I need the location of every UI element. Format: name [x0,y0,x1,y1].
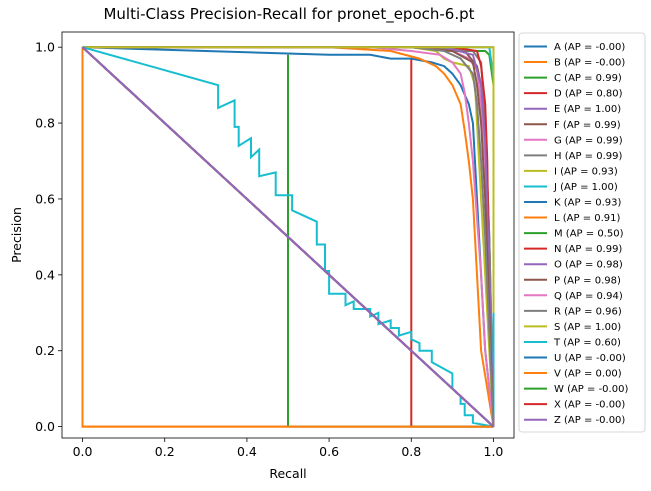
legend: A (AP = -0.00) B (AP = -0.00) C (AP = 0.99… [518,32,646,433]
legend-frame [518,32,646,433]
legend-label-5: F (AP = 0.99) [554,120,621,131]
series-line-18 [82,46,495,313]
x-axis: 0.0 0.2 0.4 0.6 0.8 1.0 [73,438,504,459]
x-tick-label-3: 0.6 [319,444,339,459]
legend-label-24: Z (AP = -0.00) [554,415,625,426]
y-tick-label-5: 1.0 [35,40,55,55]
chart-title: Multi-Class Precision-Recall for pronet_… [103,5,474,24]
legend-label-20: U (AP = -0.00) [554,353,626,364]
x-tick-label-4: 0.8 [401,444,421,459]
x-tick-label-2: 0.4 [237,444,257,459]
legend-label-3: D (AP = 0.80) [554,89,623,100]
y-axis-label: Precision [9,207,24,263]
series-line-16 [82,46,495,427]
legend-label-21: V (AP = 0.00) [554,369,622,380]
y-tick-label-0: 0.0 [35,419,55,434]
legend-label-15: P (AP = 0.98) [554,275,621,286]
legend-label-1: B (AP = -0.00) [554,58,625,69]
legend-label-23: X (AP = -0.00) [554,400,625,411]
y-axis: 0.0 0.2 0.4 0.6 0.8 1.0 [35,40,62,434]
series-line-19 [82,46,494,428]
plot-frame [61,31,515,439]
series-line-11 [82,46,495,427]
legend-label-14: O (AP = 0.98) [554,260,623,271]
legend-label-7: H (AP = 0.99) [554,151,622,162]
x-tick-label-5: 1.0 [484,444,504,459]
legend-label-0: A (AP = -0.00) [554,42,625,53]
x-tick-label-1: 0.2 [155,444,175,459]
x-tick-label-0: 0.0 [73,444,93,459]
legend-label-22: W (AP = -0.00) [554,384,628,395]
y-tick-label-2: 0.4 [35,267,55,282]
y-tick-label-1: 0.2 [35,343,55,358]
series-line-17 [82,46,495,427]
legend-label-16: Q (AP = 0.94) [554,291,623,302]
legend-label-13: N (AP = 0.99) [554,244,622,255]
legend-label-2: C (AP = 0.99) [554,73,622,84]
y-tick-label-4: 0.8 [35,116,55,131]
legend-label-11: L (AP = 0.91) [554,213,621,224]
y-tick-label-3: 0.6 [35,191,55,206]
legend-label-12: M (AP = 0.50) [554,229,624,240]
series-line-21 [81,47,494,428]
legend-label-19: T (AP = 0.60) [553,337,621,348]
legend-label-6: G (AP = 0.99) [554,135,623,146]
legend-label-10: K (AP = 0.93) [554,198,622,209]
series-layer [81,46,495,428]
legend-label-4: E (AP = 1.00) [554,104,621,115]
legend-label-18: S (AP = 1.00) [554,322,621,333]
series-line-24 [81,46,495,428]
x-axis-label: Recall [269,466,306,481]
legend-label-17: R (AP = 0.96) [554,306,622,317]
legend-label-8: I (AP = 0.93) [554,166,618,177]
legend-label-9: J (AP = 1.00) [553,182,618,193]
